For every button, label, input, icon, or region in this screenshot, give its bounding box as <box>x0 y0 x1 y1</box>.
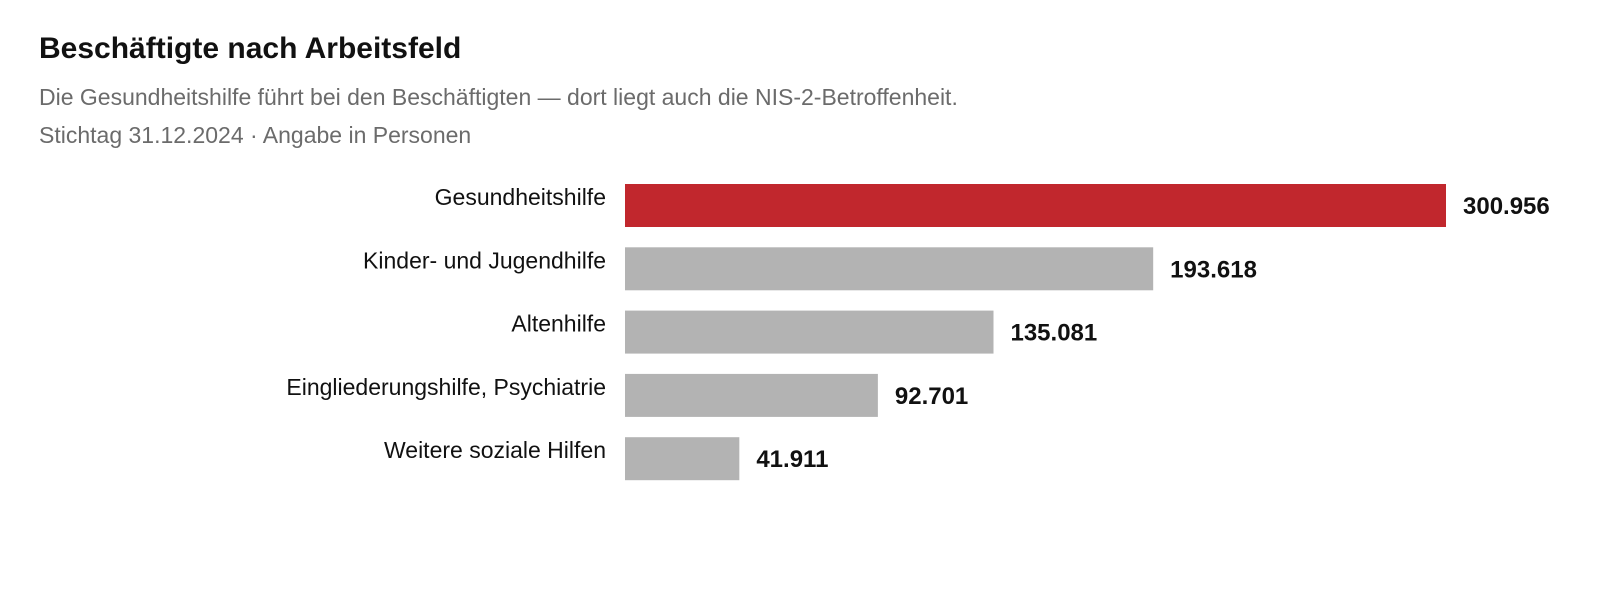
category-label: Gesundheitshilfe <box>435 184 606 210</box>
value-label: 193.618 <box>1170 256 1257 283</box>
chart-note: Stichtag 31.12.2024 · Angabe in Personen <box>39 122 472 148</box>
bar <box>625 437 740 481</box>
value-label: 135.081 <box>1010 320 1097 347</box>
category-label: Eingliederungshilfe, Psychiatrie <box>286 374 606 400</box>
chart-subtitle: Die Gesundheitshilfe führt bei den Besch… <box>39 84 958 110</box>
value-label: 300.956 <box>1463 193 1550 220</box>
bar <box>625 373 878 417</box>
bar <box>625 247 1154 291</box>
value-label: 41.911 <box>756 446 828 473</box>
bar <box>625 310 994 354</box>
category-label: Weitere soziale Hilfen <box>384 437 606 463</box>
category-label: Kinder- und Jugendhilfe <box>363 247 606 273</box>
chart-title: Beschäftigte nach Arbeitsfeld <box>39 32 462 65</box>
bar <box>625 184 1446 227</box>
category-label: Altenhilfe <box>511 311 606 337</box>
value-label: 92.701 <box>895 383 968 410</box>
